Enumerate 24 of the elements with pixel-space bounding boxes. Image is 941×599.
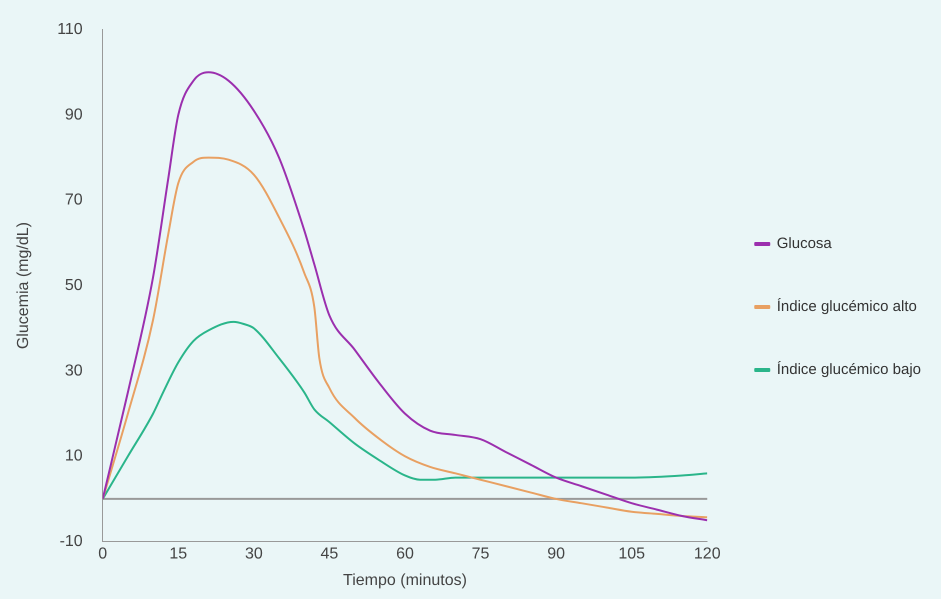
line-series [102,71,708,522]
legend-label: Índice glucémico alto [776,297,917,316]
line-series [102,320,708,500]
legend-label: Glucosa [776,235,832,252]
x-tick-label: 15 [169,546,188,563]
y-tick-label: 50 [64,277,83,294]
y-tick-label: 10 [64,448,83,465]
y-tick-label: 30 [64,362,83,380]
x-tick-label: 45 [320,546,338,563]
y-tick-label: 110 [57,21,83,38]
x-axis-title: Tiempo (minutos) [343,572,467,589]
y-tick-label: 70 [64,192,83,209]
y-axis-title: Glucemia (mg/dL) [15,222,32,350]
y-tick-label: -10 [60,533,83,550]
x-tick-label: 60 [396,546,414,563]
x-tick-label: 0 [98,546,108,563]
x-tick-label: 75 [472,546,490,563]
y-tick-label: 90 [64,106,83,124]
x-tick-label: 120 [694,546,721,563]
x-tick-label: 105 [618,546,646,563]
x-tick-label: 30 [244,546,263,563]
line-series [102,156,708,518]
legend-label: Índice glucémico bajo [776,360,922,378]
x-tick-label: 90 [547,546,566,563]
